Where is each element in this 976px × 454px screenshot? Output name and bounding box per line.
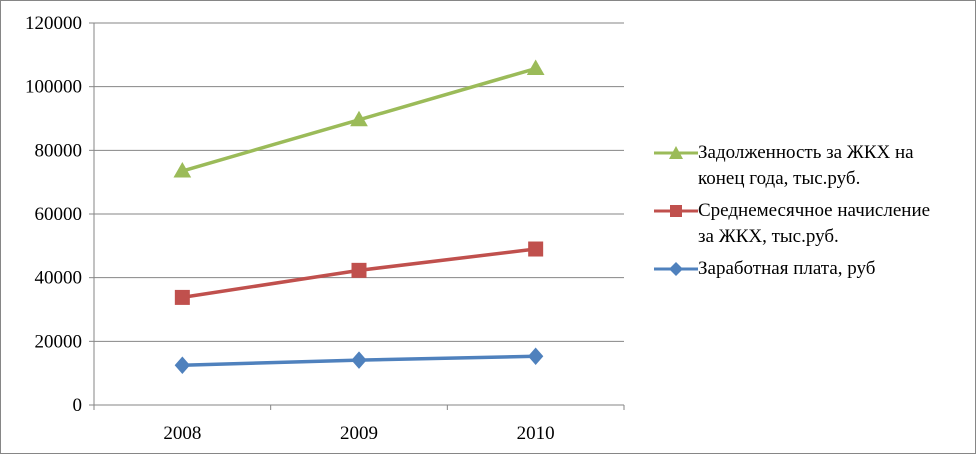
- legend-label: Заработная плата, руб: [698, 256, 972, 282]
- data-point-0-2: [528, 61, 544, 75]
- data-point-1-0: [175, 290, 189, 304]
- legend-label: Среднемесячное начисление за ЖКХ, тыс.руб…: [698, 198, 972, 250]
- data-point-2-0: [175, 357, 189, 373]
- legend-label: Задолженность за ЖКХ на конец года, тыс.р…: [698, 140, 972, 192]
- legend-swatch: [654, 146, 698, 160]
- y-tick-label: 40000: [35, 268, 83, 289]
- y-tick-label: 0: [73, 395, 83, 416]
- legend-item: Среднемесячное начисление за ЖКХ, тыс.руб…: [652, 198, 972, 250]
- data-point-1-2: [529, 242, 543, 256]
- legend-item: Заработная плата, руб: [652, 256, 972, 282]
- y-tick-label: 60000: [35, 204, 83, 225]
- legend: Задолженность за ЖКХ на конец года, тыс.р…: [652, 140, 972, 288]
- legend-label-line: Задолженность за ЖКХ на: [698, 140, 972, 166]
- legend-label-line: Среднемесячное начисление: [698, 198, 972, 224]
- legend-swatch: [654, 262, 698, 276]
- legend-item: Задолженность за ЖКХ на конец года, тыс.р…: [652, 140, 972, 192]
- legend-swatch: [654, 204, 698, 218]
- legend-label-line: конец года, тыс.руб.: [698, 166, 972, 192]
- x-tick-label: 2008: [163, 423, 201, 444]
- data-point-1-1: [352, 263, 366, 277]
- y-tick-label: 20000: [35, 331, 83, 352]
- legend-label-line: Заработная плата, руб: [698, 256, 972, 282]
- y-tick-label: 80000: [35, 140, 83, 161]
- x-tick-label: 2010: [517, 423, 555, 444]
- y-tick-label: 120000: [25, 13, 82, 34]
- data-point-2-1: [352, 352, 366, 368]
- x-tick-label: 2009: [340, 423, 378, 444]
- legend-label-line: за ЖКХ, тыс.руб.: [698, 224, 972, 250]
- data-point-2-2: [529, 348, 543, 364]
- y-tick-label: 100000: [25, 77, 82, 98]
